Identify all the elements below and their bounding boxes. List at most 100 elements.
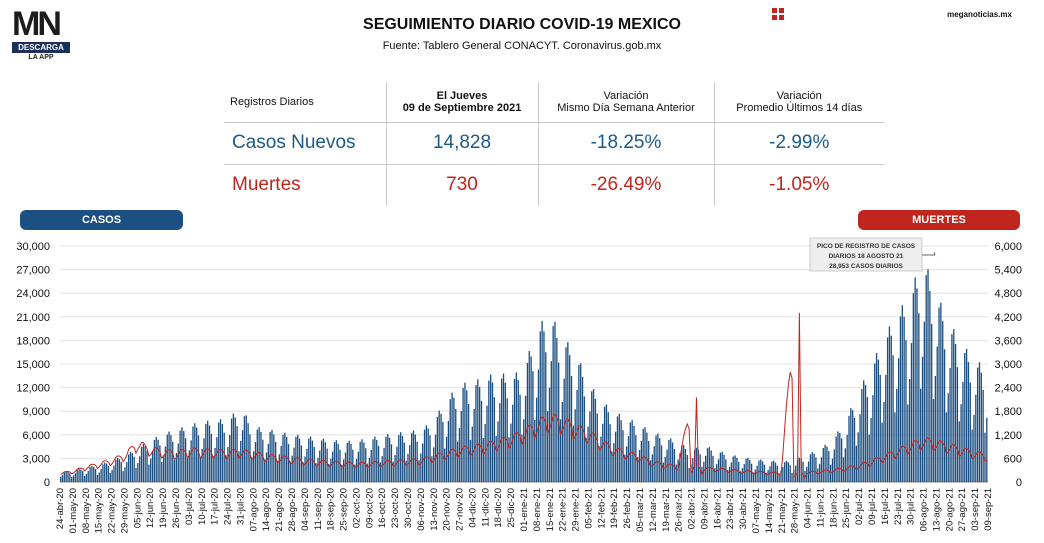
case-bar bbox=[126, 461, 128, 482]
case-bar bbox=[795, 465, 797, 482]
case-bar bbox=[188, 450, 190, 482]
case-bar bbox=[252, 451, 255, 482]
case-bar bbox=[181, 427, 183, 482]
case-bar bbox=[868, 434, 870, 482]
case-bar bbox=[598, 446, 600, 482]
case-bar bbox=[289, 461, 292, 482]
x-tick-label: 22-may-20 bbox=[107, 488, 118, 533]
case-bar bbox=[861, 389, 863, 482]
case-bar bbox=[583, 396, 586, 482]
case-bar bbox=[807, 461, 810, 482]
case-bar bbox=[591, 391, 593, 482]
x-tick-label: 13-nov-20 bbox=[429, 488, 440, 531]
y-tick-label: 12,000 bbox=[16, 383, 50, 395]
case-bar bbox=[596, 413, 598, 482]
x-tick-label: 14-may-21 bbox=[764, 488, 775, 533]
x-tick-label: 04-sep-20 bbox=[300, 488, 311, 531]
case-bar bbox=[921, 356, 924, 482]
brand-link[interactable]: meganoticias.mx bbox=[947, 10, 1012, 19]
case-bar bbox=[153, 439, 156, 482]
case-bar bbox=[453, 397, 455, 482]
case-bar bbox=[750, 463, 753, 482]
y-tick-label: 21,000 bbox=[16, 312, 50, 324]
annotation-box bbox=[809, 237, 923, 272]
x-tick-label: 29-ene-21 bbox=[571, 488, 582, 531]
y2-tick-label: 2,400 bbox=[994, 383, 1022, 395]
x-tick-label: 07-may-21 bbox=[751, 488, 762, 533]
row-var-14: -2.99% bbox=[714, 122, 884, 165]
case-bar bbox=[613, 443, 615, 482]
case-bar bbox=[899, 316, 902, 482]
header-registros: Registros Diarios bbox=[224, 82, 387, 123]
case-bar bbox=[754, 469, 756, 482]
x-tick-label: 16-jul-21 bbox=[880, 488, 891, 525]
case-bar bbox=[232, 413, 235, 482]
case-bar bbox=[857, 432, 859, 482]
case-bar bbox=[308, 438, 310, 482]
y2-tick-label: 4,800 bbox=[994, 288, 1022, 300]
case-bar bbox=[682, 444, 685, 482]
case-bar bbox=[932, 398, 935, 482]
x-tick-label: 01-may-20 bbox=[68, 488, 79, 533]
case-bar bbox=[199, 456, 201, 482]
case-bar bbox=[342, 459, 345, 482]
case-bar bbox=[699, 454, 701, 482]
case-bar bbox=[949, 367, 951, 482]
case-bar bbox=[782, 467, 784, 482]
case-bar bbox=[491, 382, 494, 482]
case-bar bbox=[207, 420, 209, 482]
y-tick-label: 18,000 bbox=[16, 335, 50, 347]
meganoticias-logo[interactable]: MN DESCARGA LA APP bbox=[12, 7, 70, 61]
case-bar bbox=[565, 347, 567, 482]
case-bar bbox=[523, 419, 525, 482]
case-bar bbox=[962, 382, 964, 482]
case-bar bbox=[842, 457, 845, 482]
case-bar bbox=[975, 394, 977, 482]
case-bar bbox=[945, 412, 948, 482]
case-bar bbox=[302, 462, 304, 482]
case-bar bbox=[205, 424, 207, 482]
case-bar bbox=[960, 404, 962, 482]
case-bar bbox=[866, 396, 869, 482]
case-bar bbox=[256, 429, 258, 482]
summary-row-muertes: Muertes 730 -26.49% -1.05% bbox=[224, 164, 884, 206]
case-bar bbox=[392, 461, 394, 482]
case-bar bbox=[214, 447, 216, 482]
case-bar bbox=[357, 451, 360, 482]
case-bar bbox=[649, 460, 652, 482]
case-bar bbox=[311, 440, 314, 482]
summary-table: Registros Diarios El Jueves 09 de Septie… bbox=[224, 82, 884, 206]
annotation-leader bbox=[922, 252, 936, 256]
case-bar bbox=[532, 371, 534, 482]
x-tick-label: 26-feb-21 bbox=[622, 488, 633, 529]
case-bar bbox=[714, 468, 716, 482]
case-bar bbox=[943, 349, 946, 482]
case-bar bbox=[548, 387, 551, 482]
case-bar bbox=[455, 408, 457, 482]
case-bar bbox=[791, 472, 793, 482]
case-bar bbox=[423, 429, 426, 482]
case-bar bbox=[313, 447, 315, 482]
case-bar bbox=[660, 445, 663, 482]
case-bar bbox=[739, 471, 742, 482]
y2-tick-label: 1,800 bbox=[994, 406, 1022, 418]
case-bar bbox=[780, 470, 782, 482]
case-bar bbox=[530, 356, 532, 482]
case-bar bbox=[275, 442, 277, 482]
case-bar bbox=[785, 460, 788, 482]
case-bar bbox=[881, 422, 883, 482]
case-bar bbox=[359, 441, 361, 482]
case-bar bbox=[74, 473, 77, 482]
x-tick-label: 31-jul-20 bbox=[235, 488, 246, 525]
case-bar bbox=[528, 351, 530, 482]
case-bar bbox=[445, 436, 448, 482]
case-bar bbox=[260, 431, 262, 482]
case-bar bbox=[708, 447, 710, 482]
case-bar bbox=[118, 459, 121, 482]
case-bar bbox=[150, 458, 152, 482]
case-bar bbox=[809, 454, 812, 482]
case-bar bbox=[870, 417, 872, 482]
x-tick-label: 18-sep-20 bbox=[326, 488, 337, 531]
x-tick-label: 24-abr-20 bbox=[55, 488, 66, 529]
case-bar bbox=[284, 432, 286, 482]
